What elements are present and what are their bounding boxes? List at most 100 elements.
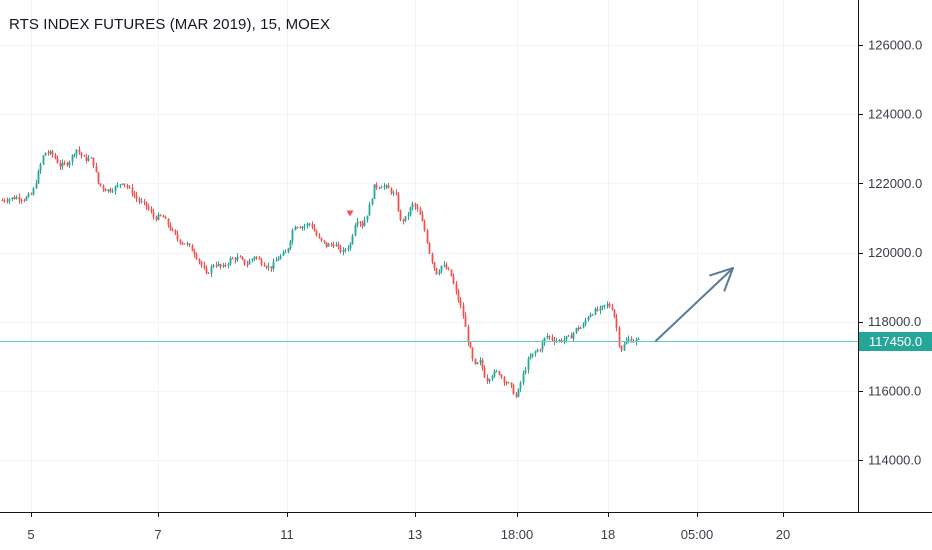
candle-body [284,252,287,254]
annotations[interactable] [346,210,734,342]
candle-body [426,230,429,243]
candle-body [349,243,352,249]
time-tick-label: 5 [27,527,34,542]
candle-body [291,230,294,241]
candle-body [630,338,633,343]
candle-body [231,258,234,260]
candle-body [380,187,383,189]
time-tick-label: 7 [154,527,161,542]
candle-body [399,210,402,220]
candle-body [227,263,230,266]
candle-body [37,171,40,184]
candle-body [474,358,477,364]
candle-body [253,256,256,259]
candle-body [159,214,162,216]
candle-body [83,155,86,157]
candle-body [428,242,431,254]
candle-body [438,271,441,275]
candle-body [445,264,448,269]
candle-body [522,373,525,383]
candle-body [603,304,606,306]
candle-body [47,152,50,154]
candle-body [287,248,290,253]
candle-body [59,163,62,167]
candle-body [452,276,455,284]
candle-body [241,257,244,260]
candle-body [243,259,246,265]
candle-body [493,371,496,376]
candle-body [155,217,158,220]
candle-body [627,338,630,341]
candle-body [476,362,479,364]
candle-body [56,158,59,164]
candle-body [344,249,347,251]
candle-body [198,258,201,262]
candle-body [30,193,33,195]
candle-body [618,327,621,346]
candle-body [6,200,9,202]
candle-body [383,185,386,188]
candle-body [363,219,366,227]
candle-body [457,291,460,301]
candle-body [90,157,93,159]
candle-body [423,221,426,231]
candle-body [505,382,508,384]
candle-body [128,187,131,189]
candle-body [366,215,369,220]
candle-body [606,304,609,306]
candle-body [111,191,114,193]
candle-body [121,183,124,185]
candle-body [306,223,309,226]
candle-body [419,208,422,215]
candles [1,146,640,399]
candle-body [541,342,544,350]
candle-body [150,209,153,212]
time-tick-label: 18 [601,527,615,542]
candle-body [11,197,14,200]
trend-arrow-line [655,267,734,342]
candle-body [315,231,318,236]
candle-body [565,336,568,340]
signal-marker-icon [346,210,354,217]
candle-body [546,336,549,338]
candle-body [471,348,474,359]
candle-body [510,382,513,386]
candle-body [582,324,585,328]
candle-body [164,217,167,219]
candle-body [157,214,160,220]
candle-body [308,223,311,225]
trend-arrow-head [709,267,734,292]
candle-body [635,339,638,342]
candle-body [356,221,359,226]
candle-body [354,225,357,236]
candle-body [23,200,26,202]
candle-body [318,235,321,239]
candle-body [49,151,52,154]
candle-body [275,260,278,262]
candle-body [126,185,129,188]
candle-body [414,203,417,208]
candle-body [183,243,186,245]
candle-body [263,264,266,267]
candle-body [409,207,412,216]
candle-body [181,243,184,245]
candle-body [210,266,213,274]
price-axis[interactable]: 126000.0 124000.0 122000.0 120000.0 118000.0… [858,0,922,512]
candle-body [479,360,482,363]
candle-body [35,183,38,189]
candle-body [584,320,587,325]
candle-body [481,360,484,368]
candle-body [548,336,551,338]
candle-body [469,342,472,349]
price-tick-label: 116000.0 [868,383,921,398]
price-tick-label: 122000.0 [868,176,922,191]
candle-body [402,219,405,222]
candle-body [543,337,546,343]
candle-body [519,382,522,389]
time-tick-label: 20 [776,527,790,542]
candle-body [527,358,530,370]
candle-body [433,262,436,269]
time-axis[interactable]: 5 7 11 13 18:00 18 05:00 20 [0,512,932,542]
candle-body [80,152,83,156]
